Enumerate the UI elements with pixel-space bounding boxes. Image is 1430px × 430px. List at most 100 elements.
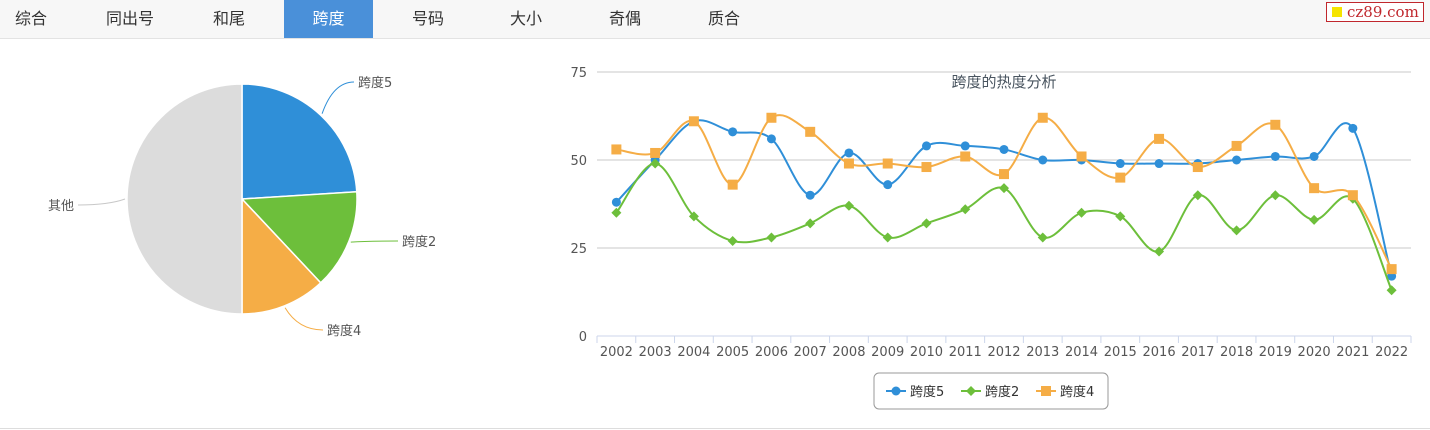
series-2-point-2018 xyxy=(1231,225,1242,236)
series-2-point-2004 xyxy=(688,211,699,222)
x-tick-label-2018: 2018 xyxy=(1220,345,1253,360)
x-tick-label-2022: 2022 xyxy=(1375,345,1408,360)
tab-span[interactable]: 跨度 xyxy=(284,0,373,38)
x-tick-label-2021: 2021 xyxy=(1336,345,1369,360)
series-2-point-2017 xyxy=(1192,190,1203,201)
series-2-point-2006 xyxy=(766,232,777,243)
logo-text: cz89.com xyxy=(1347,3,1419,21)
tab-number[interactable]: 号码 xyxy=(411,9,444,28)
x-tick-label-2003: 2003 xyxy=(639,345,672,360)
site-logo[interactable]: cz89.com xyxy=(1326,2,1424,22)
series-3-point-2005 xyxy=(727,179,738,190)
series-3-point-2011 xyxy=(960,151,971,162)
tab-sum-tail[interactable]: 和尾 xyxy=(212,9,245,28)
series-2-point-2019 xyxy=(1270,190,1281,201)
x-tick-label-2016: 2016 xyxy=(1143,345,1176,360)
series-3-point-2022 xyxy=(1386,264,1397,275)
x-tick-label-2006: 2006 xyxy=(755,345,788,360)
series-line-1 xyxy=(615,119,1393,277)
pie-slice-3-connector xyxy=(284,307,324,331)
pie-chart: 跨度5 跨度2 跨度4 其他 xyxy=(48,75,436,339)
series-2-point-2008 xyxy=(843,200,854,211)
series-1-point-2007 xyxy=(805,190,815,200)
series-3-point-2009 xyxy=(882,158,893,169)
x-tick-label-2014: 2014 xyxy=(1065,345,1098,360)
bottom-divider xyxy=(0,428,1430,429)
series-2-point-2012 xyxy=(999,183,1009,194)
series-3-point-2015 xyxy=(1115,172,1126,183)
series-1-point-2011 xyxy=(960,141,970,151)
pie-slice-1-connector xyxy=(321,81,355,114)
series-3-point-2014 xyxy=(1076,151,1087,162)
series-3-point-2013 xyxy=(1037,112,1048,123)
series-2-point-2011 xyxy=(960,204,971,215)
series-1-point-2006 xyxy=(766,134,776,144)
series-3-point-2019 xyxy=(1270,119,1281,130)
series-3-point-2020 xyxy=(1309,183,1320,194)
pie-slice-3 xyxy=(241,197,322,315)
x-tick-label-2004: 2004 xyxy=(677,345,710,360)
pie-slice-2 xyxy=(240,190,358,284)
x-tick-label-2009: 2009 xyxy=(871,345,904,360)
series-2-point-2015 xyxy=(1115,211,1126,222)
series-2-point-2009 xyxy=(882,232,893,243)
series-1-point-2005 xyxy=(728,127,738,137)
series-2-point-2003 xyxy=(650,158,661,169)
legend-box xyxy=(873,372,1109,410)
series-1-point-2009 xyxy=(883,180,893,190)
pie-slice-4 xyxy=(126,83,243,315)
series-2-point-2022 xyxy=(1386,285,1397,296)
x-tick-label-2019: 2019 xyxy=(1259,345,1292,360)
y-tick-label-75: 75 xyxy=(570,66,587,81)
series-3-point-2007 xyxy=(805,126,816,137)
y-tick-label-25: 25 xyxy=(570,242,587,257)
tab-prime-composite[interactable]: 质合 xyxy=(707,9,740,28)
series-2-point-2002 xyxy=(611,207,622,218)
series-2-point-2014 xyxy=(1076,207,1087,218)
x-tick-label-2012: 2012 xyxy=(987,345,1020,360)
series-2-point-2013 xyxy=(1037,232,1048,243)
series-2-point-2005 xyxy=(727,235,738,246)
series-3-point-2016 xyxy=(1154,133,1165,144)
legend-marker-3 xyxy=(1041,386,1051,396)
tab-comprehensive[interactable]: 综合 xyxy=(14,9,47,28)
series-3-point-2018 xyxy=(1231,140,1242,151)
series-3-point-2003 xyxy=(650,147,661,158)
series-1-point-2021 xyxy=(1348,123,1358,133)
series-1-point-2015 xyxy=(1115,159,1125,169)
tab-size[interactable]: 大小 xyxy=(509,9,542,28)
legend-label-1: 跨度5 xyxy=(910,384,944,400)
pie-slice-1 xyxy=(241,83,358,200)
x-tick-label-2015: 2015 xyxy=(1104,345,1137,360)
series-3-point-2004 xyxy=(688,116,699,127)
y-tick-label-0: 0 xyxy=(579,330,587,345)
series-1-point-2019 xyxy=(1270,151,1280,161)
x-tick-label-2008: 2008 xyxy=(832,345,865,360)
series-3-point-2010 xyxy=(921,162,932,173)
series-2-point-2007 xyxy=(805,218,816,229)
series-3-point-2017 xyxy=(1192,162,1203,173)
series-3-point-2002 xyxy=(611,144,622,155)
series-1-point-2010 xyxy=(921,141,931,151)
tab-odd-even[interactable]: 奇偶 xyxy=(608,9,641,28)
series-3-point-2012 xyxy=(999,169,1009,180)
series-2-point-2010 xyxy=(921,218,932,229)
pie-slice-3-label: 跨度4 xyxy=(327,323,361,339)
y-tick-label-50: 50 xyxy=(570,154,587,169)
pie-slice-4-connector xyxy=(77,198,126,206)
series-1-point-2013 xyxy=(1038,155,1048,165)
series-3-point-2021 xyxy=(1347,190,1358,201)
tab-same-number[interactable]: 同出号 xyxy=(105,9,154,28)
line-chart: 跨度的热度分析 0 25 50 75 2002 2003 2004 2005 2006 2007 20… xyxy=(570,66,1412,410)
tab-bar: 综合 同出号 和尾 跨度 号码 大小 奇偶 质合 cz89.com xyxy=(0,0,1430,39)
x-tick-label-2010: 2010 xyxy=(910,345,943,360)
chart-title: 跨度的热度分析 xyxy=(951,73,1056,91)
series-1-point-2002 xyxy=(611,197,621,207)
x-tick-label-2020: 2020 xyxy=(1298,345,1331,360)
series-2-point-2016 xyxy=(1154,246,1165,257)
series-3-point-2008 xyxy=(843,158,854,169)
pie-slice-2-connector xyxy=(350,240,399,243)
legend-label-3: 跨度4 xyxy=(1060,384,1094,400)
x-tick-label-2002: 2002 xyxy=(600,345,633,360)
pie-slice-2-label: 跨度2 xyxy=(402,234,436,250)
